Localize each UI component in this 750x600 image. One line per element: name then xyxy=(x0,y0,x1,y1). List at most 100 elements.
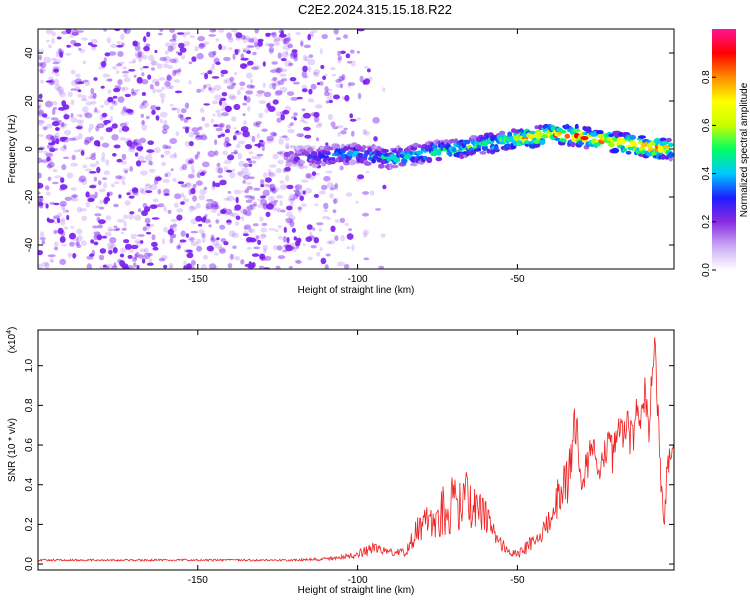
spectrogram-noise-blob xyxy=(75,126,83,129)
spectrogram-noise-blob xyxy=(145,183,151,187)
spectrogram-noise-blob xyxy=(220,131,226,135)
spectrogram-ridge-blob xyxy=(417,144,422,149)
spectrogram-noise-blob xyxy=(115,227,121,231)
spectrogram-noise-blob xyxy=(244,188,249,194)
spectrogram-noise-blob xyxy=(188,205,195,212)
spectrogram-noise-blob xyxy=(173,202,179,208)
spectrogram-noise-blob xyxy=(197,35,206,42)
spectrogram-noise-blob xyxy=(232,135,237,141)
spectrogram-noise-blob xyxy=(322,215,330,220)
spectrogram-noise-blob xyxy=(283,37,290,45)
spectrogram-noise-blob xyxy=(293,189,300,193)
spectrogram-noise-blob xyxy=(121,180,126,186)
spectrogram-noise-blob xyxy=(225,169,233,173)
spectrogram-noise-blob xyxy=(242,102,248,106)
spectrogram-noise-blob xyxy=(255,93,263,97)
spectrogram-noise-blob xyxy=(272,187,280,193)
spectrogram-noise-blob xyxy=(120,137,126,141)
y-tick-label: 0 xyxy=(24,146,35,152)
spectrogram-noise-blob xyxy=(211,76,220,79)
spectrogram-noise-blob xyxy=(45,39,51,43)
spectrogram-noise-blob xyxy=(135,160,142,167)
spectrogram-noise-blob xyxy=(191,169,196,174)
spectrogram-noise-blob xyxy=(308,65,312,73)
spectrogram-noise-blob xyxy=(148,151,152,157)
spectrogram-noise-blob xyxy=(56,36,62,40)
spectrogram-noise-blob xyxy=(139,187,144,194)
spectrogram-noise-blob xyxy=(39,231,45,238)
spectrogram-noise-blob xyxy=(309,33,314,37)
x-tick-label: -100 xyxy=(348,575,368,586)
spectrogram-noise-blob xyxy=(251,253,260,257)
spectrogram-noise-blob xyxy=(53,68,59,73)
spectrogram-noise-blob xyxy=(240,53,245,59)
y-tick-label: 0.0 xyxy=(24,557,35,571)
spectrogram-noise-blob xyxy=(268,188,275,192)
spectrogram-noise-blob xyxy=(214,139,218,146)
spectrogram-noise-blob xyxy=(300,41,304,47)
spectrogram-noise-blob xyxy=(311,171,317,176)
spectrogram-noise-blob xyxy=(167,229,174,236)
spectrogram-noise-blob xyxy=(308,173,316,180)
spectrogram-noise-blob xyxy=(99,265,104,269)
spectrogram-noise-blob xyxy=(51,121,60,127)
spectrogram-ridge-blob xyxy=(307,147,314,153)
spectrogram-noise-blob xyxy=(210,207,217,213)
spectrogram-noise-blob xyxy=(95,205,100,209)
spectrogram-noise-blob xyxy=(120,33,125,41)
y-tick-label: -40 xyxy=(24,237,35,252)
spectrogram-noise-blob xyxy=(251,66,259,70)
spectrogram-noise-blob xyxy=(140,113,144,118)
spectrogram-noise-blob xyxy=(203,186,208,191)
spectrogram-noise-blob xyxy=(148,168,156,173)
snr-scale-label: (x10 xyxy=(7,333,18,353)
spectrogram-noise-blob xyxy=(38,146,44,154)
spectrogram-noise-blob xyxy=(271,82,277,86)
spectrogram-noise-blob xyxy=(123,29,128,33)
spectrogram-noise-blob xyxy=(168,262,174,268)
spectrogram-noise-blob xyxy=(275,67,281,74)
spectrogram-noise-blob xyxy=(105,215,112,221)
spectrogram-noise-blob xyxy=(71,198,79,202)
spectrogram-noise-blob xyxy=(75,73,81,78)
spectrogram-noise-blob xyxy=(314,172,320,176)
spectrogram-noise-blob xyxy=(161,238,165,245)
spectrogram-noise-blob xyxy=(72,194,77,198)
spectrogram-noise-blob xyxy=(49,258,54,263)
spectrogram-noise-blob xyxy=(255,120,262,125)
spectrogram-noise-blob xyxy=(221,92,228,97)
spectrogram-noise-blob xyxy=(225,208,233,215)
spectrogram-noise-blob xyxy=(186,263,190,269)
spectrogram-noise-blob xyxy=(137,254,145,259)
spectrogram-noise-blob xyxy=(253,122,258,127)
spectrogram-noise-blob xyxy=(51,38,55,44)
spectrogram-noise-blob xyxy=(56,217,61,224)
spectrogram-noise-blob xyxy=(150,105,157,111)
spectrogram-noise-blob xyxy=(107,197,110,202)
spectrogram-noise-blob xyxy=(134,152,139,157)
spectrogram-noise-blob xyxy=(102,73,110,78)
spectrogram-noise-blob xyxy=(112,247,118,254)
spectrogram-noise-blob xyxy=(215,109,221,114)
spectrogram-noise-blob xyxy=(220,69,224,76)
spectrogram-noise-blob xyxy=(362,232,368,238)
spectrogram-noise-blob xyxy=(132,139,138,145)
spectrogram-noise-blob xyxy=(145,231,152,235)
spectrogram-noise-blob xyxy=(124,200,131,206)
spectrogram-noise-blob xyxy=(69,232,76,240)
spectrogram-noise-blob xyxy=(161,128,168,135)
spectrogram-noise-blob xyxy=(274,90,282,97)
spectrogram-noise-blob xyxy=(117,258,122,264)
spectrogram-noise-blob xyxy=(101,142,110,148)
spectrogram-noise-blob xyxy=(249,204,258,207)
spectrogram-noise-blob xyxy=(138,50,144,57)
spectrogram-noise-blob xyxy=(350,60,356,67)
spectrogram-noise-blob xyxy=(200,87,205,93)
spectrogram-noise-blob xyxy=(245,90,254,95)
spectrogram-noise-blob xyxy=(131,187,139,193)
spectrogram-noise-blob xyxy=(160,154,165,158)
spectrogram-noise-blob xyxy=(43,56,51,64)
spectrogram-noise-blob xyxy=(270,131,277,137)
spectrogram-noise-blob xyxy=(194,154,199,160)
spectrogram-noise-blob xyxy=(209,244,213,250)
